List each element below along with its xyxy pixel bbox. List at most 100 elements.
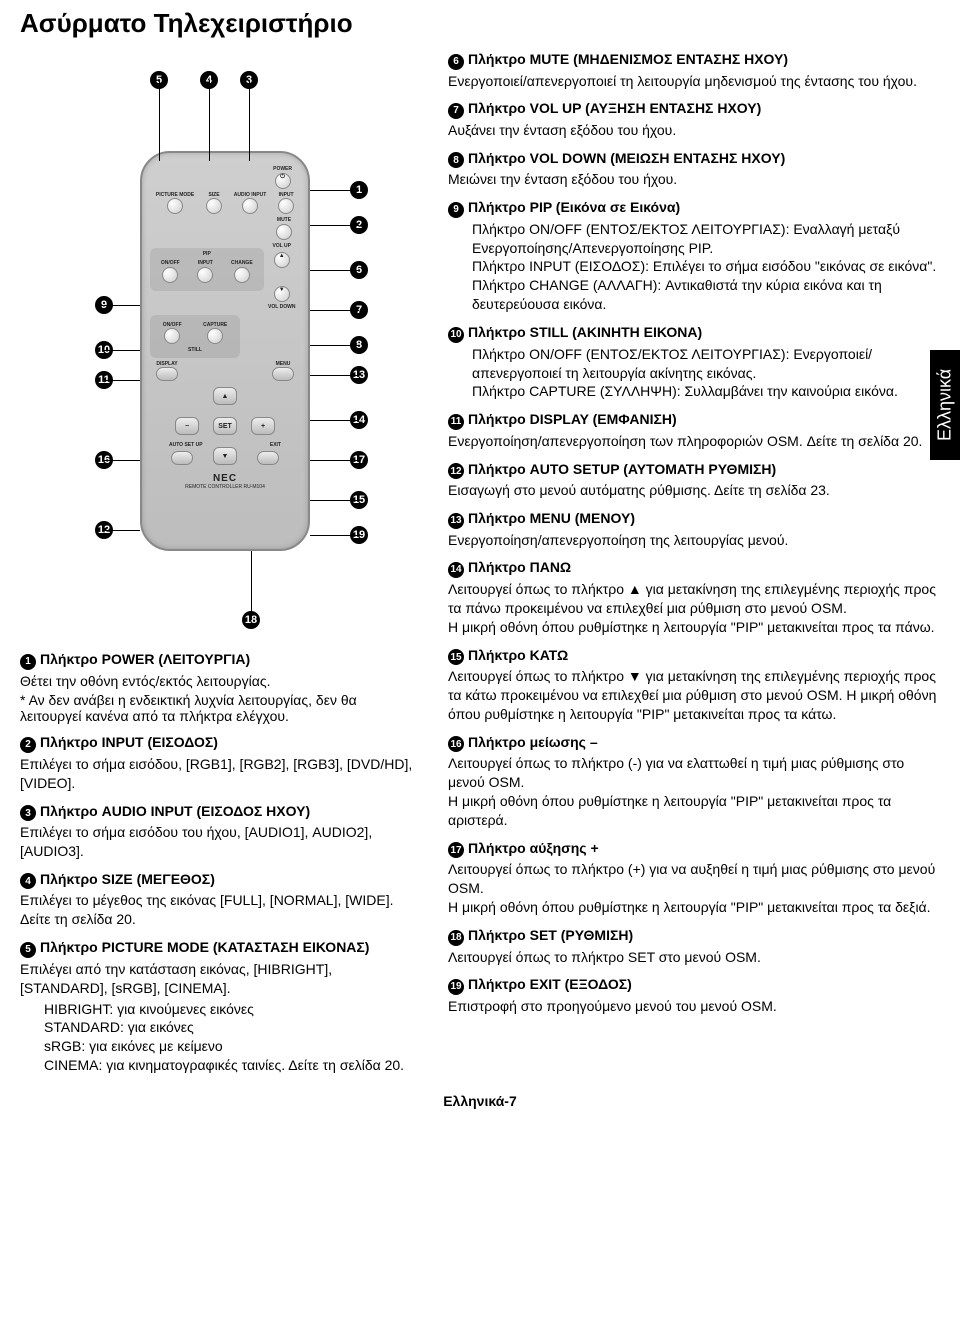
pip-change-label: CHANGE	[231, 261, 253, 267]
description-item: 16Πλήκτρο μείωσης –Λειτουργεί όπως το πλ…	[448, 734, 940, 830]
bullet-number: 11	[448, 414, 464, 430]
still-onoff-label: ON/OFF	[163, 323, 182, 329]
callout-line	[249, 80, 250, 161]
left-descriptions: 1Πλήκτρο POWER (ΛΕΙΤΟΥΡΓΙΑ)Θέτει την οθό…	[20, 651, 420, 1075]
picture-mode-label: PICTURE MODE	[156, 193, 194, 199]
picture-mode-button[interactable]	[167, 198, 183, 214]
autosetup-button[interactable]	[171, 451, 193, 465]
item-title: Πλήκτρο SIZE (ΜΕΓΕΘΟΣ)	[40, 871, 215, 887]
bullet-number: 14	[448, 562, 464, 578]
plus-button[interactable]: +	[251, 417, 275, 435]
item-title: Πλήκτρο VOL UP (ΑΥΞΗΣΗ ΕΝΤΑΣΗΣ ΗΧΟΥ)	[468, 100, 761, 116]
bullet-number: 2	[20, 737, 36, 753]
volup-label: VOL UP	[272, 244, 291, 250]
description-item: 2Πλήκτρο INPUT (ΕΙΣΟΔΟΣ) Επιλέγει το σήμα…	[20, 734, 420, 792]
bullet-number: 10	[448, 327, 464, 343]
page-footer: Ελληνικά-7	[20, 1093, 940, 1109]
bullet-number: 15	[448, 649, 464, 665]
pip-input-label: INPUT	[197, 261, 213, 267]
pip-label: PIP	[152, 252, 262, 258]
down-button[interactable]: ▼	[213, 447, 237, 465]
callout-line	[251, 551, 252, 620]
still-onoff-button[interactable]	[164, 328, 180, 344]
bullet-number: 6	[448, 54, 464, 70]
remote-diagram: POWER ⏻ PICTURE MODE SIZE AUDIO INPUT IN…	[20, 51, 420, 651]
left-column: POWER ⏻ PICTURE MODE SIZE AUDIO INPUT IN…	[20, 51, 420, 1085]
item-title: Πλήκτρο STILL (ΑΚΙΝΗΤΗ ΕΙΚΟΝΑ)	[468, 324, 702, 340]
item-indent: Πλήκτρο ON/OFF (ΕΝΤΟΣ/ΕΚΤΟΣ ΛΕΙΤΟΥΡΓΙΑΣ)…	[448, 220, 940, 314]
set-label: SET	[218, 423, 232, 430]
callout-line	[310, 345, 359, 346]
bullet-number: 5	[20, 942, 36, 958]
display-button[interactable]	[156, 367, 178, 381]
autosetup-label: AUTO SET UP	[169, 443, 203, 449]
item-title: Πλήκτρο SET (ΡΥΘΜΙΣΗ)	[468, 927, 633, 943]
pip-onoff-button[interactable]	[162, 267, 178, 283]
audio-input-button[interactable]	[242, 198, 258, 214]
item-desc: Ενεργοποίηση/απενεργοποίηση των πληροφορ…	[448, 432, 940, 451]
set-button[interactable]: SET	[213, 417, 237, 435]
item-desc: Λειτουργεί όπως το πλήκτρο ▲ για μετακίν…	[448, 580, 940, 637]
item-title: Πλήκτρο PICTURE MODE (ΚΑΤΑΣΤΑΣΗ ΕΙΚΟΝΑΣ)	[40, 939, 369, 955]
display-label: DISPLAY	[156, 362, 178, 368]
up-button[interactable]: ▲	[213, 387, 237, 405]
item-desc: Λειτουργεί όπως το πλήκτρο SET στο μενού…	[448, 948, 940, 967]
mute-button[interactable]	[276, 224, 292, 240]
item-desc: Ενεργοποίηση/απενεργοποίηση της λειτουργ…	[448, 531, 940, 550]
callout-line	[310, 500, 359, 501]
input-button[interactable]	[278, 198, 294, 214]
item-sub: HIBRIGHT: για κινούμενες εικόνεςSTANDARD…	[20, 1000, 420, 1076]
item-title: Πλήκτρο EXIT (ΕΞΟΔΟΣ)	[468, 976, 632, 992]
audio-input-label: AUDIO INPUT	[234, 193, 267, 199]
callout-line	[310, 535, 359, 536]
item-desc: Θέτει την οθόνη εντός/εκτός λειτουργίας.	[20, 672, 420, 691]
mute-label: MUTE	[276, 218, 292, 224]
item-desc: Μειώνει την ένταση εξόδου του ήχου.	[448, 170, 940, 189]
description-item: 8Πλήκτρο VOL DOWN (ΜΕΙΩΣΗ ΕΝΤΑΣΗΣ ΗΧΟΥ)Μ…	[448, 150, 940, 189]
exit-button[interactable]	[257, 451, 279, 465]
bullet-number: 17	[448, 842, 464, 858]
item-desc: Επιλέγει το σήμα εισόδου, [RGB1], [RGB2]…	[20, 755, 420, 793]
pip-change-button[interactable]	[234, 267, 250, 283]
description-item: 19Πλήκτρο EXIT (ΕΞΟΔΟΣ)Επιστροφή στο προ…	[448, 976, 940, 1015]
menu-label: MENU	[272, 362, 294, 368]
item-desc: Λειτουργεί όπως το πλήκτρο ▼ για μετακίν…	[448, 667, 940, 724]
minus-button[interactable]: −	[175, 417, 199, 435]
voldown-button[interactable]: ▼	[274, 286, 290, 302]
item-title: Πλήκτρο αύξησης +	[468, 840, 599, 856]
power-button[interactable]: ⏻	[275, 173, 291, 189]
callout-line	[310, 190, 359, 191]
volup-button[interactable]: ▲	[274, 252, 290, 268]
description-item: 3Πλήκτρο AUDIO INPUT (ΕΙΣΟΔΟΣ ΗΧΟΥ)Επιλέ…	[20, 803, 420, 861]
still-capture-label: CAPTURE	[203, 323, 227, 329]
item-title: Πλήκτρο MUTE (ΜΗΔΕΝΙΣΜΟΣ ΕΝΤΑΣΗΣ ΗΧΟΥ)	[468, 51, 788, 67]
still-capture-button[interactable]	[207, 328, 223, 344]
item-desc: Λειτουργεί όπως το πλήκτρο (+) για να αυ…	[448, 860, 940, 917]
pip-input-button[interactable]	[197, 267, 213, 283]
callout-line	[310, 310, 359, 311]
voldown-label: VOL DOWN	[268, 305, 295, 311]
pip-onoff-label: ON/OFF	[161, 261, 180, 267]
item-title: Πλήκτρο INPUT (ΕΙΣΟΔΟΣ)	[40, 734, 218, 750]
callout-line	[159, 80, 160, 161]
input-label: INPUT	[278, 193, 294, 199]
description-item: 5Πλήκτρο PICTURE MODE (ΚΑΤΑΣΤΑΣΗ ΕΙΚΟΝΑΣ…	[20, 939, 420, 1075]
remote-control: POWER ⏻ PICTURE MODE SIZE AUDIO INPUT IN…	[140, 151, 310, 551]
brand-label: NEC	[150, 473, 300, 484]
item-desc: Επιλέγει από την κατάσταση εικόνας, [HIB…	[20, 960, 420, 998]
description-item: 15Πλήκτρο ΚΑΤΩΛειτουργεί όπως το πλήκτρο…	[448, 647, 940, 724]
callout-line	[310, 375, 359, 376]
bullet-number: 4	[20, 873, 36, 889]
bullet-number: 9	[448, 202, 464, 218]
bullet-number: 19	[448, 979, 464, 995]
bullet-number: 1	[20, 654, 36, 670]
description-item: 12Πλήκτρο AUTO SETUP (ΑΥΤΟΜΑΤΗ ΡΥΘΜΙΣΗ)Ε…	[448, 461, 940, 500]
callout-line	[104, 380, 140, 381]
item-desc: Ενεργοποιεί/απενεργοποιεί τη λειτουργία …	[448, 72, 940, 91]
menu-button[interactable]	[272, 367, 294, 381]
description-item: 9Πλήκτρο PIP (Εικόνα σε Εικόνα)Πλήκτρο O…	[448, 199, 940, 314]
item-desc: Λειτουργεί όπως το πλήκτρο (-) για να ελ…	[448, 754, 940, 830]
size-button[interactable]	[206, 198, 222, 214]
item-desc: Επιλέγει το μέγεθος της εικόνας [FULL], …	[20, 891, 420, 929]
bullet-number: 7	[448, 103, 464, 119]
